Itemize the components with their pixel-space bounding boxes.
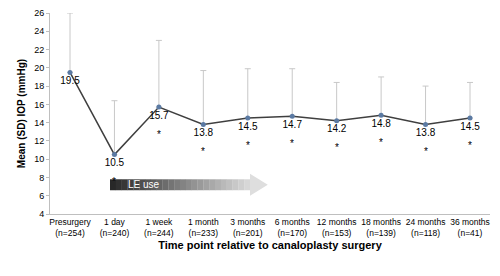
svg-text:26: 26 <box>34 8 44 18</box>
svg-text:18: 18 <box>34 81 44 91</box>
svg-text:10: 10 <box>34 154 44 164</box>
svg-text:16: 16 <box>34 100 44 110</box>
svg-text:36 months(n=41): 36 months(n=41) <box>450 217 490 238</box>
svg-text:*: * <box>157 129 161 140</box>
svg-text:*: * <box>201 146 205 157</box>
svg-text:*: * <box>290 138 294 149</box>
svg-text:6 months(n=170): 6 months(n=170) <box>275 217 310 238</box>
svg-text:3 months(n=201): 3 months(n=201) <box>230 217 265 238</box>
svg-text:24: 24 <box>34 26 44 36</box>
svg-text:*: * <box>335 142 339 153</box>
svg-text:Presurgery(n=254): Presurgery(n=254) <box>49 217 91 238</box>
svg-text:*: * <box>424 146 428 157</box>
svg-text:22: 22 <box>34 45 44 55</box>
svg-text:14: 14 <box>34 118 44 128</box>
svg-text:*: * <box>468 140 472 151</box>
svg-text:13.8: 13.8 <box>194 127 214 138</box>
svg-text:14.7: 14.7 <box>282 119 302 130</box>
svg-text:Mean (SD) IOP (mmHg): Mean (SD) IOP (mmHg) <box>16 59 27 168</box>
svg-text:14.5: 14.5 <box>238 121 258 132</box>
svg-text:4: 4 <box>39 209 44 219</box>
svg-text:20: 20 <box>34 63 44 73</box>
svg-text:18 months(n=139): 18 months(n=139) <box>361 217 401 238</box>
svg-text:1 day(n=240): 1 day(n=240) <box>100 217 130 238</box>
svg-text:*: * <box>246 140 250 151</box>
svg-text:14.8: 14.8 <box>371 118 391 129</box>
svg-text:10.5: 10.5 <box>105 157 125 168</box>
svg-text:1 month(n=233): 1 month(n=233) <box>188 217 219 238</box>
svg-text:Time point relative to canalop: Time point relative to canaloplasty surg… <box>158 239 382 251</box>
svg-text:*: * <box>112 176 116 187</box>
svg-text:1 week(n=244): 1 week(n=244) <box>144 217 174 238</box>
svg-text:14.5: 14.5 <box>460 121 480 132</box>
svg-text:LE use: LE use <box>128 179 160 190</box>
svg-text:6: 6 <box>39 191 44 201</box>
svg-text:15.7: 15.7 <box>149 110 169 121</box>
svg-text:13.8: 13.8 <box>416 127 436 138</box>
svg-text:8: 8 <box>39 173 44 183</box>
svg-text:12 months(n=153): 12 months(n=153) <box>317 217 357 238</box>
svg-text:14.2: 14.2 <box>327 123 347 134</box>
svg-text:12: 12 <box>34 136 44 146</box>
svg-text:24 months(n=118): 24 months(n=118) <box>406 217 446 238</box>
svg-text:*: * <box>379 137 383 148</box>
svg-text:19.5: 19.5 <box>60 75 80 86</box>
